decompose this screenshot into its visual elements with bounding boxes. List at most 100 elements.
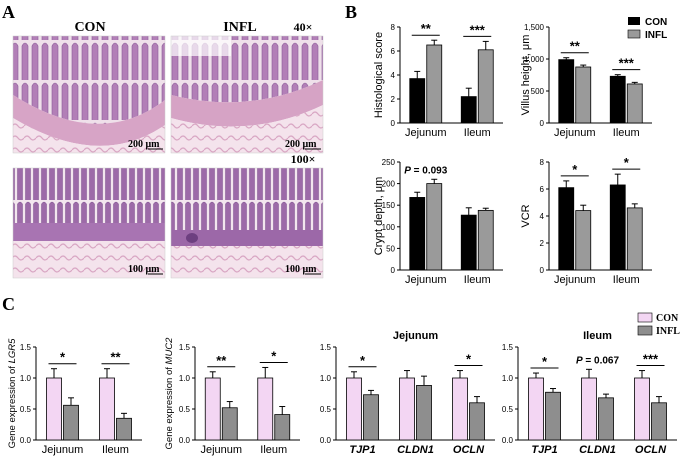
y-axis-label-crypt: Crypt depth, μm [373, 177, 385, 255]
bar-infl-muc2 [221, 407, 238, 441]
x-tick-label-ile: CLDN1 [579, 444, 616, 456]
annotation-lgr5: ** [110, 350, 121, 365]
legend-c: CON INFL [637, 312, 680, 337]
chart-hist: 0 2 4 6 8 Histological score Jejunum ** Ileum *** [373, 21, 503, 139]
y-axis-label-hist: Histological score [373, 32, 385, 118]
annotation-jej: * [466, 352, 472, 367]
bar-con-ile [528, 377, 544, 441]
x-tick-label-crypt: Ileum [464, 274, 491, 286]
y-tick-label-crypt: 200 [382, 180, 396, 189]
y-tick-label-lgr5: 0.5 [20, 405, 32, 414]
annotation-villus: *** [619, 56, 635, 71]
y-tick-label-crypt: 0 [391, 266, 396, 275]
bar-con-ile [581, 377, 597, 441]
x-tick-label-jej: CLDN1 [397, 444, 434, 456]
bar-infl-ile [545, 391, 561, 441]
bar-infl-jej [416, 385, 432, 441]
y-tick-label-muc2: 1.5 [179, 343, 191, 352]
y-tick-label-lgr5: 1.5 [20, 343, 32, 352]
y-tick-label-ile: 0.0 [502, 436, 514, 445]
legend-c-label-infl: INFL [656, 326, 680, 337]
y-tick-label-ile: 0.5 [502, 405, 514, 414]
chart-jej: 0.0 0.5 1.0 1.5 Jejunum TJP1 * CLDN1 OCLN * [320, 330, 495, 456]
x-tick-label-hist: Jejunum [405, 127, 447, 139]
x-tick-label-villus: Jejunum [554, 127, 596, 139]
legend-b-label-infl: INFL [645, 30, 667, 41]
x-tick-label-lgr5: Ileum [102, 444, 129, 456]
y-tick-label-jej: 1.5 [320, 343, 332, 352]
micrograph-con-100x [12, 167, 166, 279]
bar-infl-vcr [626, 207, 643, 271]
bar-infl-crypt [426, 183, 443, 271]
x-tick-label-jej: OCLN [453, 444, 485, 456]
x-tick-label-crypt: Jejunum [405, 274, 447, 286]
y-tick-label-hist: 6 [391, 47, 396, 56]
chart-title-jej: Jejunum [393, 330, 438, 342]
annotation-vcr: * [624, 155, 630, 170]
bar-con-lgr5 [99, 377, 115, 441]
scale-bar-label-top: 200 μm [128, 139, 160, 150]
annotation-hist: *** [470, 22, 486, 37]
annotation-muc2: * [271, 348, 277, 363]
bar-infl-jej [469, 402, 485, 441]
y-axis-label-vcr: VCR [520, 204, 532, 227]
bar-infl-hist [477, 49, 494, 124]
y-tick-label-hist: 2 [391, 95, 396, 104]
bar-infl-jej [363, 394, 379, 441]
annotation-ile: *** [643, 352, 659, 367]
legend-b-swatch-infl [627, 29, 641, 39]
y-tick-label-ile: 1.5 [502, 343, 514, 352]
annotation-vcr: * [572, 162, 578, 177]
y-tick-label-muc2: 0.5 [179, 405, 191, 414]
chart-villus: 0 500 1,000 1,500 Villus height, μm Jejunum **… [520, 23, 652, 139]
annotation-jej: * [360, 353, 366, 368]
legend-c-swatch-infl [637, 325, 653, 336]
micrograph-con-40x [12, 35, 166, 154]
bar-con-vcr [558, 187, 575, 271]
legend-b-swatch-con [628, 17, 640, 25]
bar-con-hist [460, 96, 477, 124]
magnification-40x: 40× [294, 20, 313, 34]
y-tick-label-crypt: 150 [382, 201, 396, 210]
bar-infl-muc2 [274, 414, 291, 441]
chart-vcr: 0 2 4 6 8 VCR Jejunum * Ileum * [520, 155, 652, 286]
annotation-hist: ** [421, 21, 432, 36]
x-tick-label-jej: TJP1 [349, 444, 375, 456]
legend-b: CON INFL [627, 17, 667, 41]
y-tick-label-vcr: 8 [540, 158, 545, 167]
x-tick-label-ile: OCLN [635, 444, 667, 456]
annotation-muc2: ** [216, 353, 227, 368]
bar-con-lgr5 [46, 377, 62, 441]
x-tick-label-villus: Ileum [613, 127, 640, 139]
annotation-lgr5: * [60, 350, 66, 365]
y-tick-label-crypt: 250 [382, 158, 396, 167]
bar-con-ile [634, 377, 650, 441]
bar-con-jej [452, 377, 468, 441]
bar-infl-villus [575, 66, 592, 124]
bar-con-jej [346, 377, 362, 441]
y-axis-label-muc2: Gene expression of MUC2 [164, 337, 175, 450]
y-tick-label-vcr: 0 [540, 266, 545, 275]
chart-title-ile: Ileum [583, 330, 612, 342]
bar-infl-hist [426, 44, 443, 124]
x-tick-label-vcr: Ileum [613, 274, 640, 286]
bar-con-jej [399, 377, 415, 441]
y-axis-label-villus: Villus height, μm [520, 35, 532, 116]
y-tick-label-muc2: 0.0 [179, 436, 191, 445]
y-tick-label-vcr: 6 [540, 185, 545, 194]
y-tick-label-vcr: 4 [540, 212, 545, 221]
y-tick-label-hist: 4 [391, 71, 396, 80]
bar-infl-vcr [575, 210, 592, 271]
y-tick-label-lgr5: 0.0 [20, 436, 32, 445]
chart-ile: 0.0 0.5 1.0 1.5 Ileum TJP1 * CLDN1 P = 0.067 OCLN… [502, 330, 677, 456]
y-tick-label-villus: 0 [540, 119, 545, 128]
y-tick-label-villus: 500 [531, 87, 545, 96]
bar-con-muc2 [204, 377, 221, 441]
y-tick-label-hist: 0 [391, 119, 396, 128]
y-tick-label-hist: 8 [391, 23, 396, 32]
bar-infl-ile [598, 397, 614, 441]
annotation-ile: * [542, 354, 548, 369]
panel-label-c: C [2, 294, 15, 314]
